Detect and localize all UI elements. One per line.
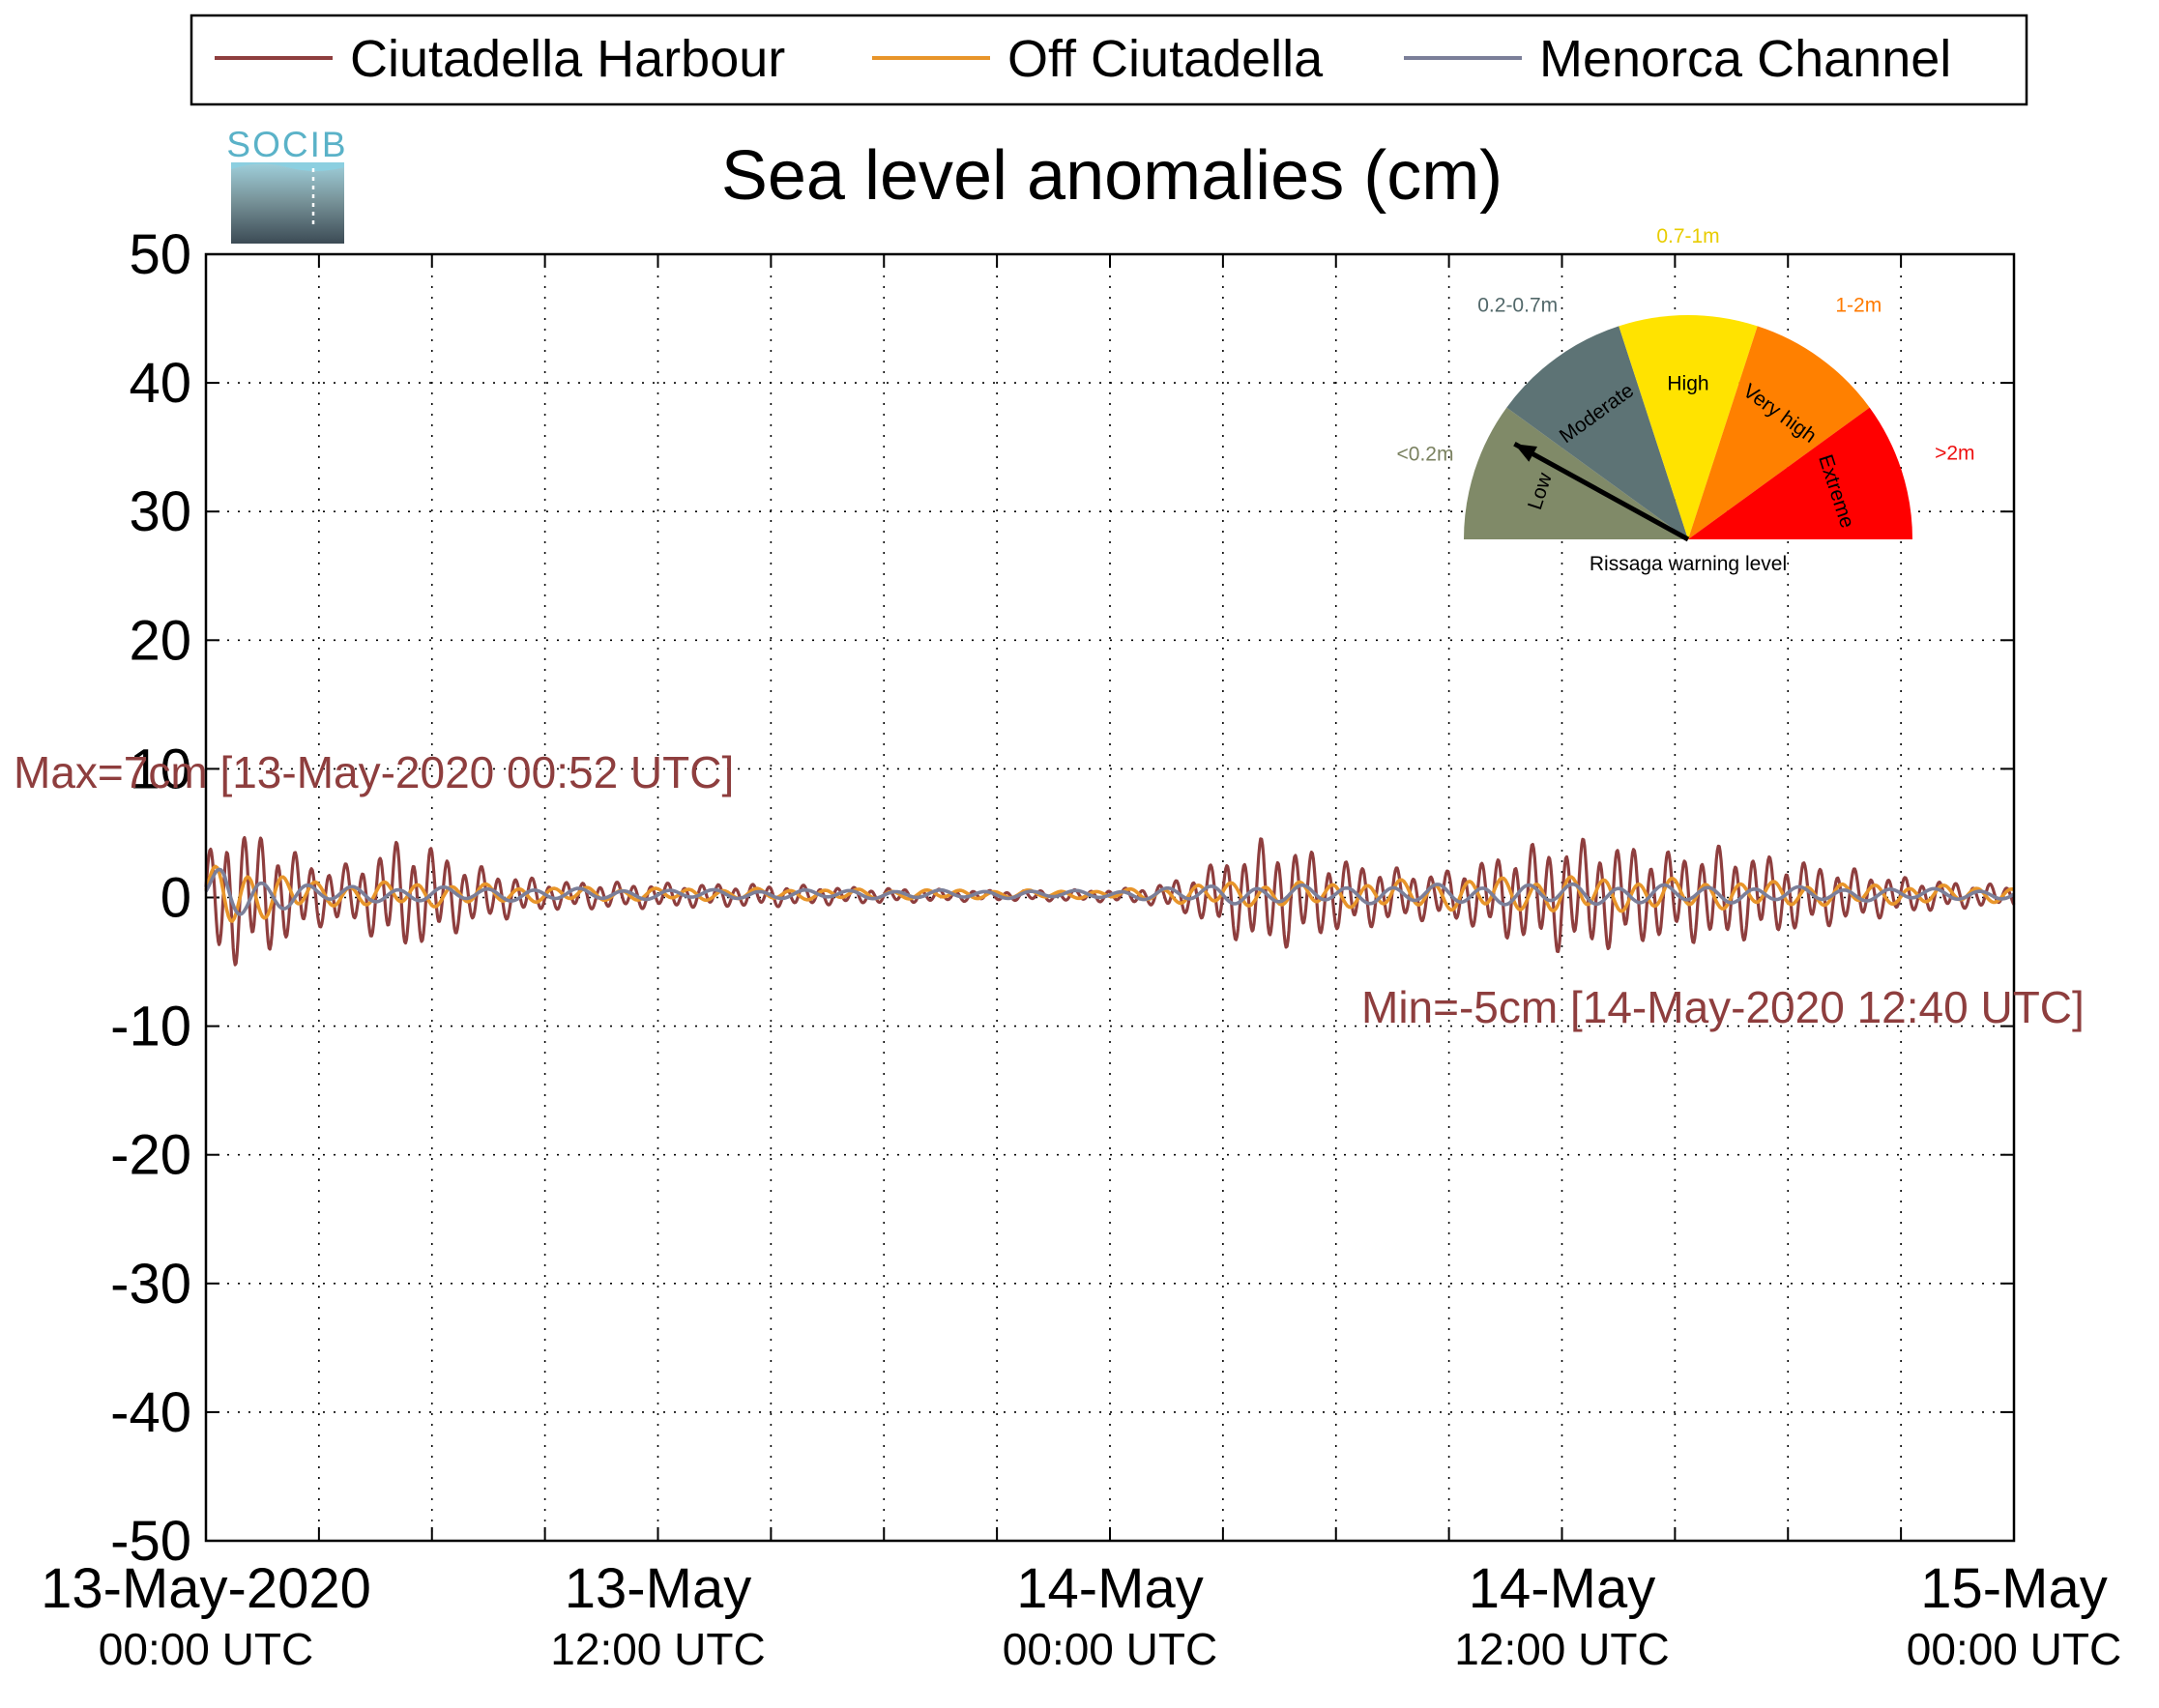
legend-label: Off Ciutadella [1007,30,1324,88]
gauge-segment [1619,315,1758,539]
y-tick-label: 20 [129,609,191,672]
x-tick-sublabel: 12:00 UTC [550,1624,765,1674]
y-tick-label: 10 [129,738,191,800]
max-annotation: Max=7cm [13-May-2020 00:52 UTC] [14,747,734,797]
rissaga-gauge: <0.2mLow0.2-0.7mModerate0.7-1mHigh1-2mVe… [1397,225,1975,575]
x-tick-sublabel: 00:00 UTC [1003,1624,1217,1674]
y-tick-label: 30 [129,480,191,543]
series-line [204,867,2015,916]
y-tick-label: 0 [160,867,191,930]
y-tick-label: 40 [129,352,191,415]
x-tick-sublabel: 00:00 UTC [1907,1624,2121,1674]
x-tick-label: 13-May-2020 [41,1557,371,1620]
chart-title: Sea level anomalies (cm) [721,137,1503,215]
x-tick-label: 14-May [1016,1557,1203,1620]
x-tick-sublabel: 12:00 UTC [1454,1624,1669,1674]
legend-label: Ciutadella Harbour [350,30,785,88]
y-tick-label: 50 [129,223,191,286]
legend: Ciutadella Harbour Off Ciutadella Menorca … [190,14,2028,106]
series-line [204,835,2016,967]
data-series [204,835,2016,967]
legend-item: Menorca Channel [1404,30,1951,88]
gauge-segment [1688,407,1913,539]
gauge-range-label: 0.2-0.7m [1477,294,1558,316]
x-tick-label: 13-May [565,1557,751,1620]
gauge-range-label: <0.2m [1397,444,1454,466]
legend-item: Off Ciutadella [872,30,1324,88]
y-tick-label: -50 [110,1510,191,1573]
legend-label: Menorca Channel [1539,30,1951,88]
gauge-segment [1506,326,1688,539]
plot-frame [204,252,2016,1543]
gauge-range-label: >2m [1935,442,1974,464]
gauge-caption: Rissaga warning level [1590,553,1787,575]
gauge-segment [1688,326,1870,539]
socib-logo: SOCIB [226,125,347,244]
gauge-range-label: 0.7-1m [1656,225,1719,247]
legend-item: Ciutadella Harbour [215,30,785,88]
gauge-range-label: 1-2m [1835,294,1882,316]
y-axis-ticks: 50 40 30 20 10 0 -10 -20 -30 -40 -50 [110,223,2014,1573]
gauge-needle [1513,442,1690,542]
gauge-level-label: High [1667,373,1708,395]
gauge-needle-head [1514,444,1537,462]
y-tick-label: -10 [110,996,191,1058]
min-annotation: Min=-5cm [14-May-2020 12:40 UTC] [1361,982,2085,1032]
legend-box [190,14,2028,106]
y-tick-label: -40 [110,1381,191,1444]
y-tick-label: -20 [110,1124,191,1187]
y-tick-label: -30 [110,1253,191,1316]
x-tick-label: 15-May [1920,1557,2107,1620]
x-tick-label: 14-May [1469,1557,1655,1620]
logo-text: SOCIB [226,125,347,164]
x-tick-sublabel: 00:00 UTC [99,1624,313,1674]
